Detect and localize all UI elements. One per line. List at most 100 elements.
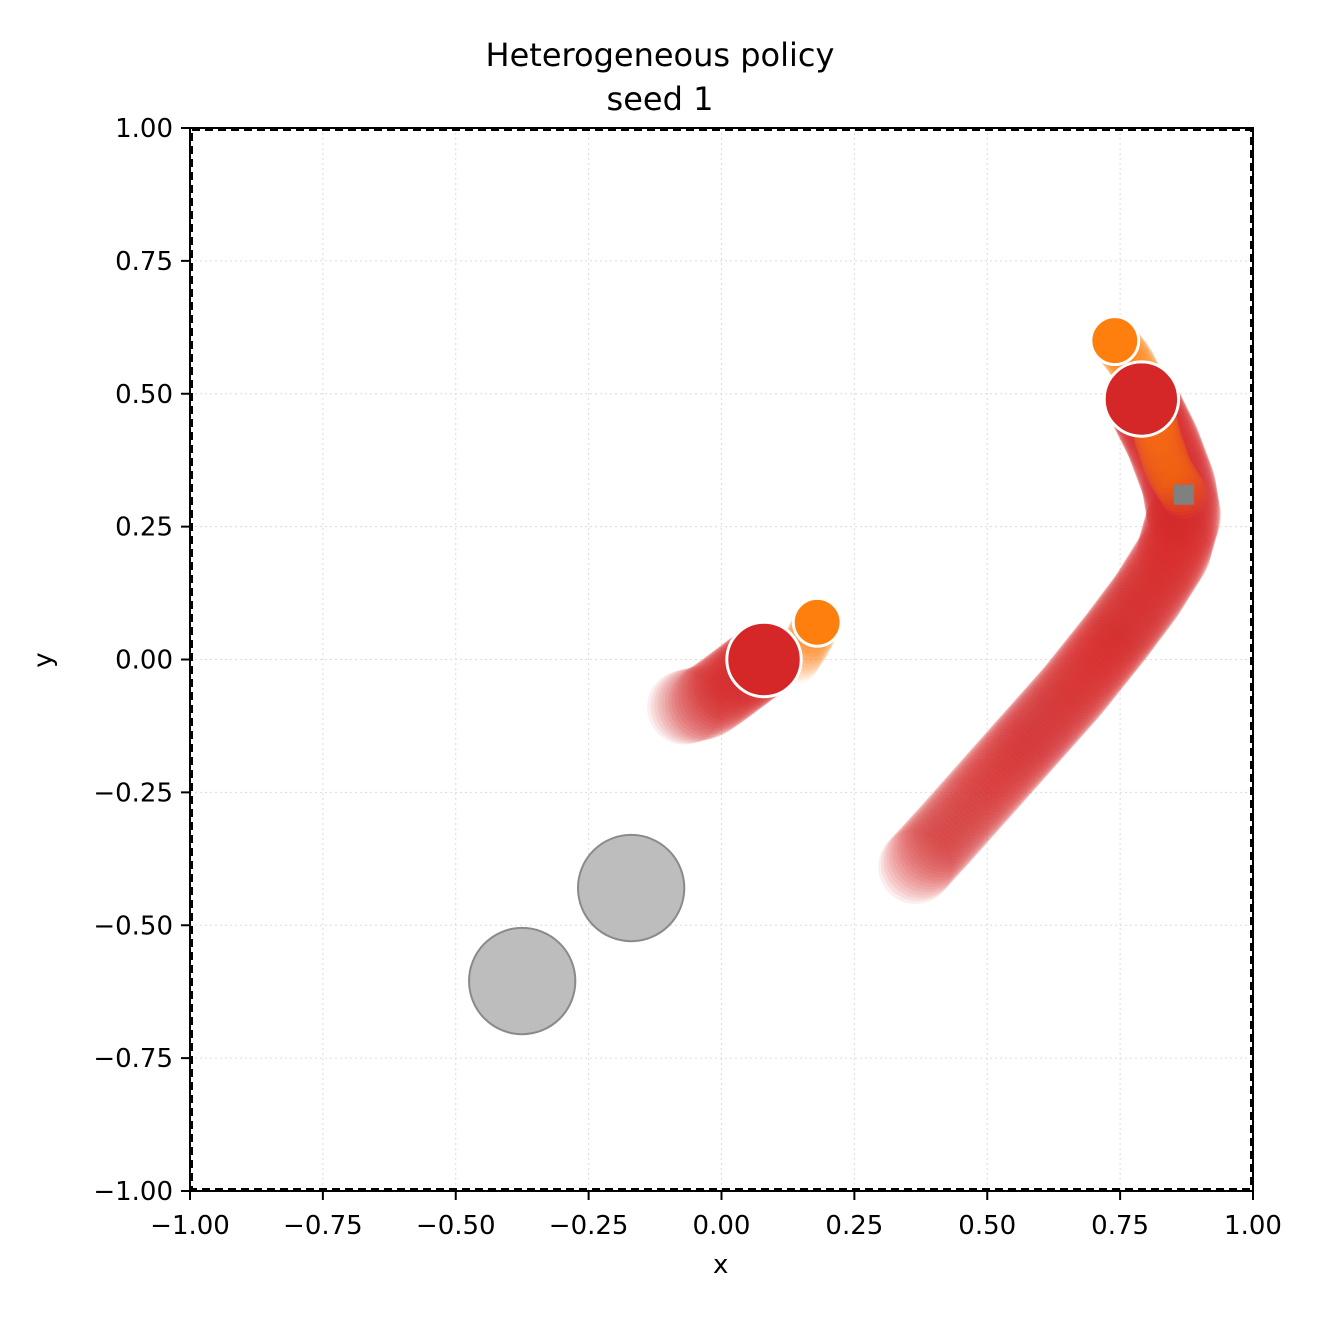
trajectory-point — [1139, 443, 1215, 518]
trajectory-point — [1138, 428, 1187, 477]
trajectory-point — [1146, 474, 1221, 550]
y-tick-label: 0.25 — [115, 513, 173, 543]
trajectory-point — [671, 662, 746, 738]
trajectory-point — [661, 666, 736, 741]
trajectory-point — [947, 752, 1022, 828]
trajectory-point — [1138, 508, 1213, 583]
trajectory-point — [1137, 512, 1212, 587]
y-tick-label: 0.00 — [115, 646, 173, 676]
trajectory-point — [1113, 551, 1189, 626]
agent-final-position — [791, 596, 843, 648]
y-tick-label: −1.00 — [93, 1177, 173, 1207]
y-tick-label: 0.50 — [115, 380, 173, 410]
trajectory-point — [942, 758, 1017, 834]
trajectory-point — [1145, 482, 1221, 557]
trajectory-point — [976, 719, 1052, 795]
y-axis-label: y — [28, 652, 59, 668]
trajectory-point — [1032, 657, 1107, 732]
trajectory-point — [1131, 419, 1206, 495]
trajectory-point — [979, 716, 1054, 792]
trajectory-point — [1146, 478, 1222, 554]
trajectory-point — [1138, 439, 1213, 514]
y-tick-label: 1.00 — [115, 114, 173, 144]
trajectory-point — [1092, 581, 1167, 656]
trajectory-point — [1124, 533, 1200, 609]
trajectory-point — [1116, 547, 1191, 623]
trajectory-point — [1047, 638, 1123, 713]
trajectory-point — [939, 761, 1014, 837]
trajectory-point — [1037, 651, 1112, 726]
x-tick-label: −0.50 — [416, 1211, 496, 1241]
trajectory-point — [1141, 446, 1216, 522]
chart-title: Heterogeneous policy — [485, 36, 835, 74]
chart-subtitle: seed 1 — [606, 80, 714, 118]
trajectory-point — [1000, 693, 1075, 768]
trajectory-point — [989, 705, 1065, 780]
trajectory-point — [1013, 678, 1089, 753]
trajectory-point — [654, 668, 729, 743]
agent-final-position — [725, 620, 803, 699]
trajectory-point — [1142, 440, 1191, 489]
trajectory-point — [1021, 669, 1097, 744]
trajectory-point — [1008, 684, 1083, 759]
goal-marker — [1173, 484, 1194, 505]
trajectory-point — [1035, 654, 1110, 729]
trajectory-point — [888, 817, 964, 893]
obstacle — [576, 833, 686, 943]
ticks: −1.00 −0.75 −0.50 −0.25 0.00 0.25 0.50 0.75 1.00… — [93, 114, 1282, 1241]
trajectory-point — [883, 823, 959, 899]
trajectory-point — [1011, 681, 1086, 756]
trajectory-point — [950, 749, 1025, 825]
trajectory-point — [1134, 427, 1209, 502]
trajectory-point — [1067, 613, 1143, 688]
trajectory-point — [923, 779, 998, 855]
x-tick-label: −0.25 — [549, 1211, 629, 1241]
trajectory-point — [1094, 578, 1170, 653]
obstacle — [468, 926, 577, 1036]
trajectory-point — [1005, 687, 1081, 762]
trajectory-point — [1140, 432, 1188, 481]
trajectory-point — [965, 731, 1041, 807]
trajectory-point — [1133, 519, 1209, 594]
trajectory-point — [1089, 584, 1165, 660]
trajectory-point — [920, 782, 996, 858]
obstacles — [468, 833, 686, 1036]
trajectory-point — [997, 696, 1073, 771]
trajectory-point — [1122, 537, 1198, 612]
trajectory-point — [1145, 470, 1220, 546]
trajectory-point — [926, 776, 1001, 852]
x-tick-label: 1.00 — [1224, 1211, 1282, 1241]
trajectory-point — [664, 665, 740, 741]
trajectory-point — [1127, 530, 1202, 605]
trajectory-point — [1146, 447, 1194, 496]
trajectory-point — [960, 737, 1036, 813]
trajectory-point — [1097, 574, 1172, 650]
trajectory-point — [915, 788, 990, 864]
y-tick-label: −0.25 — [93, 778, 173, 808]
trajectory-point — [1057, 626, 1133, 701]
trajectory-point — [952, 746, 1028, 822]
x-axis-label: x — [713, 1250, 729, 1280]
trajectory-point — [934, 767, 1009, 843]
trajectory-point — [1144, 486, 1219, 561]
trajectory-point — [896, 809, 972, 884]
trajectory-point — [1144, 444, 1192, 493]
x-tick-label: 0.00 — [693, 1211, 751, 1241]
x-tick-label: 0.25 — [825, 1211, 883, 1241]
trajectory-point — [984, 710, 1060, 786]
trajectory-point — [1141, 436, 1190, 485]
trajectory-point — [1060, 622, 1135, 698]
trajectory-point — [1087, 587, 1162, 663]
trajectory-point — [1104, 565, 1179, 640]
trajectory-point — [674, 660, 750, 735]
y-tick-label: 0.75 — [115, 247, 173, 277]
trajectory-point — [1045, 641, 1120, 717]
trajectory-point — [973, 722, 1049, 798]
arena-boundary — [191, 129, 1252, 1190]
y-tick-label: −0.75 — [93, 1044, 173, 1074]
trajectory-point — [1050, 635, 1125, 710]
trajectory-point — [1042, 644, 1117, 720]
trajectory-point — [1140, 501, 1215, 576]
y-tick-label: −0.50 — [93, 911, 173, 941]
